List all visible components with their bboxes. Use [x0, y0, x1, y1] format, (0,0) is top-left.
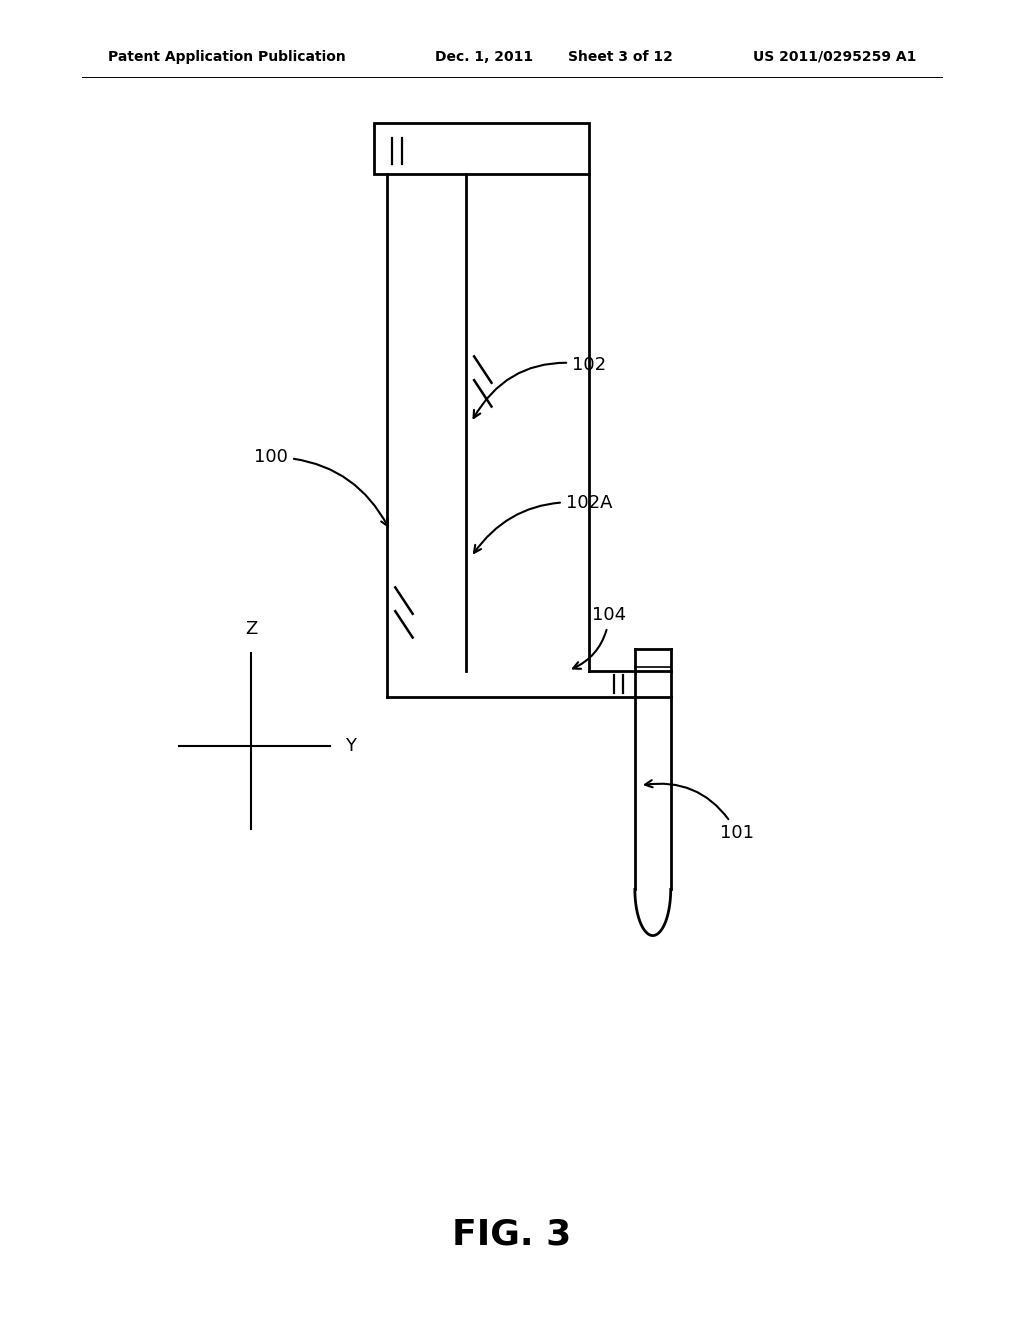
Text: FIG. 3: FIG. 3	[453, 1217, 571, 1251]
Text: Y: Y	[345, 737, 356, 755]
Text: US 2011/0295259 A1: US 2011/0295259 A1	[753, 50, 916, 63]
Text: 101: 101	[645, 780, 755, 842]
Text: Dec. 1, 2011: Dec. 1, 2011	[435, 50, 534, 63]
Text: Z: Z	[245, 619, 257, 638]
Text: Sheet 3 of 12: Sheet 3 of 12	[568, 50, 673, 63]
Text: 104: 104	[573, 606, 627, 669]
Text: Patent Application Publication: Patent Application Publication	[108, 50, 345, 63]
Bar	[374, 123, 589, 174]
Text: 102: 102	[473, 355, 606, 418]
Text: 102A: 102A	[474, 494, 612, 553]
Text: 100: 100	[254, 447, 388, 527]
